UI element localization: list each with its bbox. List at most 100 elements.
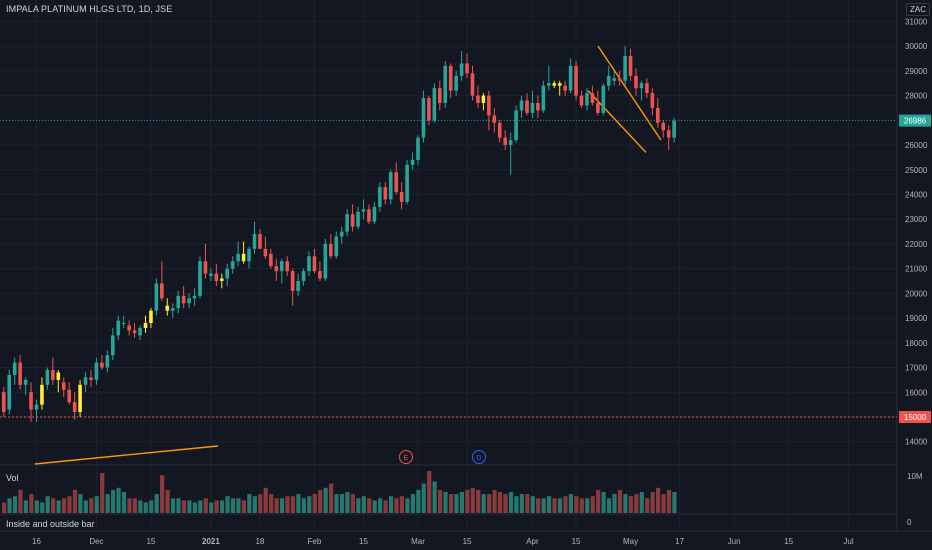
volume-bar [258, 494, 263, 513]
last-price-tag [899, 114, 931, 127]
volume-bar [552, 498, 557, 513]
candle-body [154, 283, 159, 311]
candle-body [83, 377, 88, 385]
candle-body [209, 273, 213, 277]
volume-label[interactable]: Vol [6, 473, 19, 483]
volume-bar [170, 498, 176, 513]
volume-bar [530, 496, 535, 513]
volume-bar [623, 494, 628, 513]
symbol-title[interactable]: IMPALA PLATINUM HLGS LTD, 1D, JSE [6, 4, 173, 14]
candle-body [176, 295, 180, 309]
candle-body [263, 248, 268, 257]
price-tags: 26986 15000 [899, 114, 931, 423]
volume-bar [29, 494, 34, 513]
candle-body [230, 261, 235, 269]
indicator-label[interactable]: Inside and outside bar [6, 519, 95, 529]
candle-body [225, 268, 230, 279]
candle-body [18, 362, 22, 385]
volume-bar [492, 489, 497, 513]
candle-body [121, 323, 126, 325]
volume-bar [590, 496, 595, 513]
currency-badge[interactable]: ZAC [906, 3, 930, 16]
volume-bar [650, 492, 655, 513]
candle-body [399, 192, 404, 202]
y-tick-label: 16000 [905, 388, 928, 397]
volume-bar [547, 496, 552, 513]
candle-body [503, 137, 507, 146]
candle-body [508, 140, 513, 146]
volume-bar [274, 498, 279, 513]
candle-body [34, 404, 39, 410]
volume-bar [465, 489, 470, 513]
candle-body [438, 88, 442, 103]
volume-bar [372, 500, 377, 513]
y-tick-label: 23000 [905, 215, 928, 224]
volume-bar [269, 494, 274, 513]
volume-bar [34, 500, 39, 513]
candle-body [416, 137, 420, 160]
volume-bar [78, 494, 83, 513]
candle-body [312, 256, 317, 272]
volume-bar [421, 483, 426, 513]
x-tick-label: Dec [89, 537, 103, 546]
candle-body [51, 370, 55, 380]
volume-bar [323, 487, 328, 513]
volume-bar [601, 492, 606, 513]
candle-body [666, 130, 671, 138]
candle-body [634, 75, 638, 89]
candle-body [350, 214, 355, 227]
candle-body [574, 65, 578, 96]
candle-body [541, 85, 546, 111]
candle-body [427, 98, 431, 121]
candle-body [7, 374, 12, 410]
candle-body [105, 355, 110, 368]
dividend-badge-text: D [476, 455, 481, 462]
volume-bar [198, 500, 203, 513]
candle-body [61, 382, 66, 390]
volume-bar [645, 498, 650, 513]
volume-bar [339, 494, 345, 513]
candle-body [143, 323, 148, 328]
volume-bar [138, 500, 143, 513]
volume-scale-label: 10M [907, 472, 923, 481]
candle-body [552, 83, 557, 86]
volume-bar [116, 487, 121, 513]
volume-bar [454, 494, 459, 513]
candle-body [394, 172, 398, 192]
x-tick-label: 15 [784, 537, 793, 546]
volume-bar [100, 473, 105, 513]
trendlines [34, 45, 662, 465]
candle-body [514, 110, 518, 141]
volume-bar [236, 498, 241, 513]
x-tick-label: 15 [572, 537, 581, 546]
candle-body [465, 63, 469, 74]
volume-bar [45, 496, 50, 513]
volume-bar [18, 489, 23, 513]
volume-bar [557, 498, 563, 513]
candle-body [23, 379, 28, 385]
dividend-badge[interactable] [472, 450, 486, 464]
volume-bar [111, 489, 116, 513]
candle-body [454, 75, 458, 91]
x-tick-label: 2021 [202, 537, 220, 546]
candle-body [72, 402, 77, 413]
candle-body [459, 63, 464, 76]
candle-body [487, 95, 491, 116]
reference-price-tag [899, 410, 931, 423]
candle-body [448, 65, 453, 91]
y-tick-label: 18000 [905, 339, 928, 348]
volume-bar [176, 498, 181, 513]
volume-bar [214, 500, 219, 513]
candle-body [339, 231, 344, 237]
candle-body [192, 295, 197, 299]
y-tick-label: 24000 [905, 190, 928, 199]
earnings-badge[interactable] [399, 450, 413, 464]
candle-body [279, 261, 284, 272]
volume-bar [263, 487, 268, 513]
candle-body [497, 122, 502, 138]
volume-bar [536, 498, 541, 513]
volume-bar [394, 498, 399, 513]
candle-body [557, 83, 562, 86]
